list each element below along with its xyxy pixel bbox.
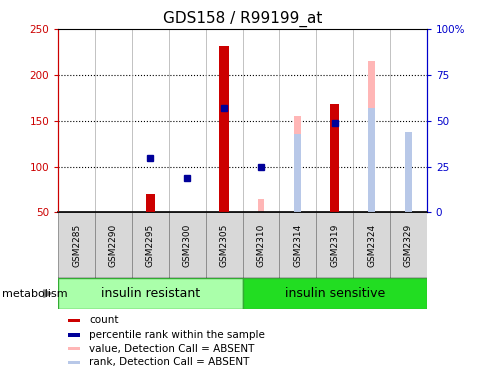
Title: GDS158 / R99199_at: GDS158 / R99199_at <box>163 10 321 27</box>
Text: rank, Detection Call = ABSENT: rank, Detection Call = ABSENT <box>89 357 249 366</box>
Bar <box>294 134 301 212</box>
Bar <box>404 132 411 212</box>
Bar <box>404 134 411 212</box>
Text: GSM2314: GSM2314 <box>293 224 302 267</box>
Text: percentile rank within the sample: percentile rank within the sample <box>89 330 265 340</box>
Text: GSM2310: GSM2310 <box>256 224 265 267</box>
Bar <box>68 347 79 350</box>
Text: value, Detection Call = ABSENT: value, Detection Call = ABSENT <box>89 344 254 354</box>
Bar <box>294 116 301 212</box>
Bar <box>367 61 374 212</box>
Bar <box>95 212 132 278</box>
Text: GSM2285: GSM2285 <box>72 224 81 267</box>
Text: insulin resistant: insulin resistant <box>101 287 199 300</box>
Bar <box>389 212 426 278</box>
Text: GSM2290: GSM2290 <box>109 224 118 267</box>
Bar <box>68 333 79 336</box>
Bar <box>257 198 264 212</box>
Bar <box>352 212 389 278</box>
Text: insulin sensitive: insulin sensitive <box>284 287 384 300</box>
Text: GSM2329: GSM2329 <box>403 224 412 267</box>
Text: GSM2295: GSM2295 <box>146 224 154 267</box>
Bar <box>168 212 205 278</box>
Bar <box>58 212 95 278</box>
Text: GSM2305: GSM2305 <box>219 224 228 267</box>
Bar <box>279 212 316 278</box>
Bar <box>205 212 242 278</box>
Bar <box>219 46 228 212</box>
Bar <box>316 212 352 278</box>
Text: GSM2324: GSM2324 <box>366 224 375 267</box>
Text: metabolism: metabolism <box>2 289 68 299</box>
Bar <box>68 318 79 322</box>
Bar <box>242 212 279 278</box>
Text: GSM2300: GSM2300 <box>182 224 191 267</box>
Bar <box>132 212 168 278</box>
Text: GSM2319: GSM2319 <box>330 224 338 267</box>
Bar <box>329 104 338 212</box>
Bar <box>145 194 154 212</box>
Bar <box>68 361 79 364</box>
Bar <box>58 278 242 309</box>
Bar <box>367 108 374 212</box>
Text: count: count <box>89 315 119 325</box>
Bar <box>242 278 426 309</box>
